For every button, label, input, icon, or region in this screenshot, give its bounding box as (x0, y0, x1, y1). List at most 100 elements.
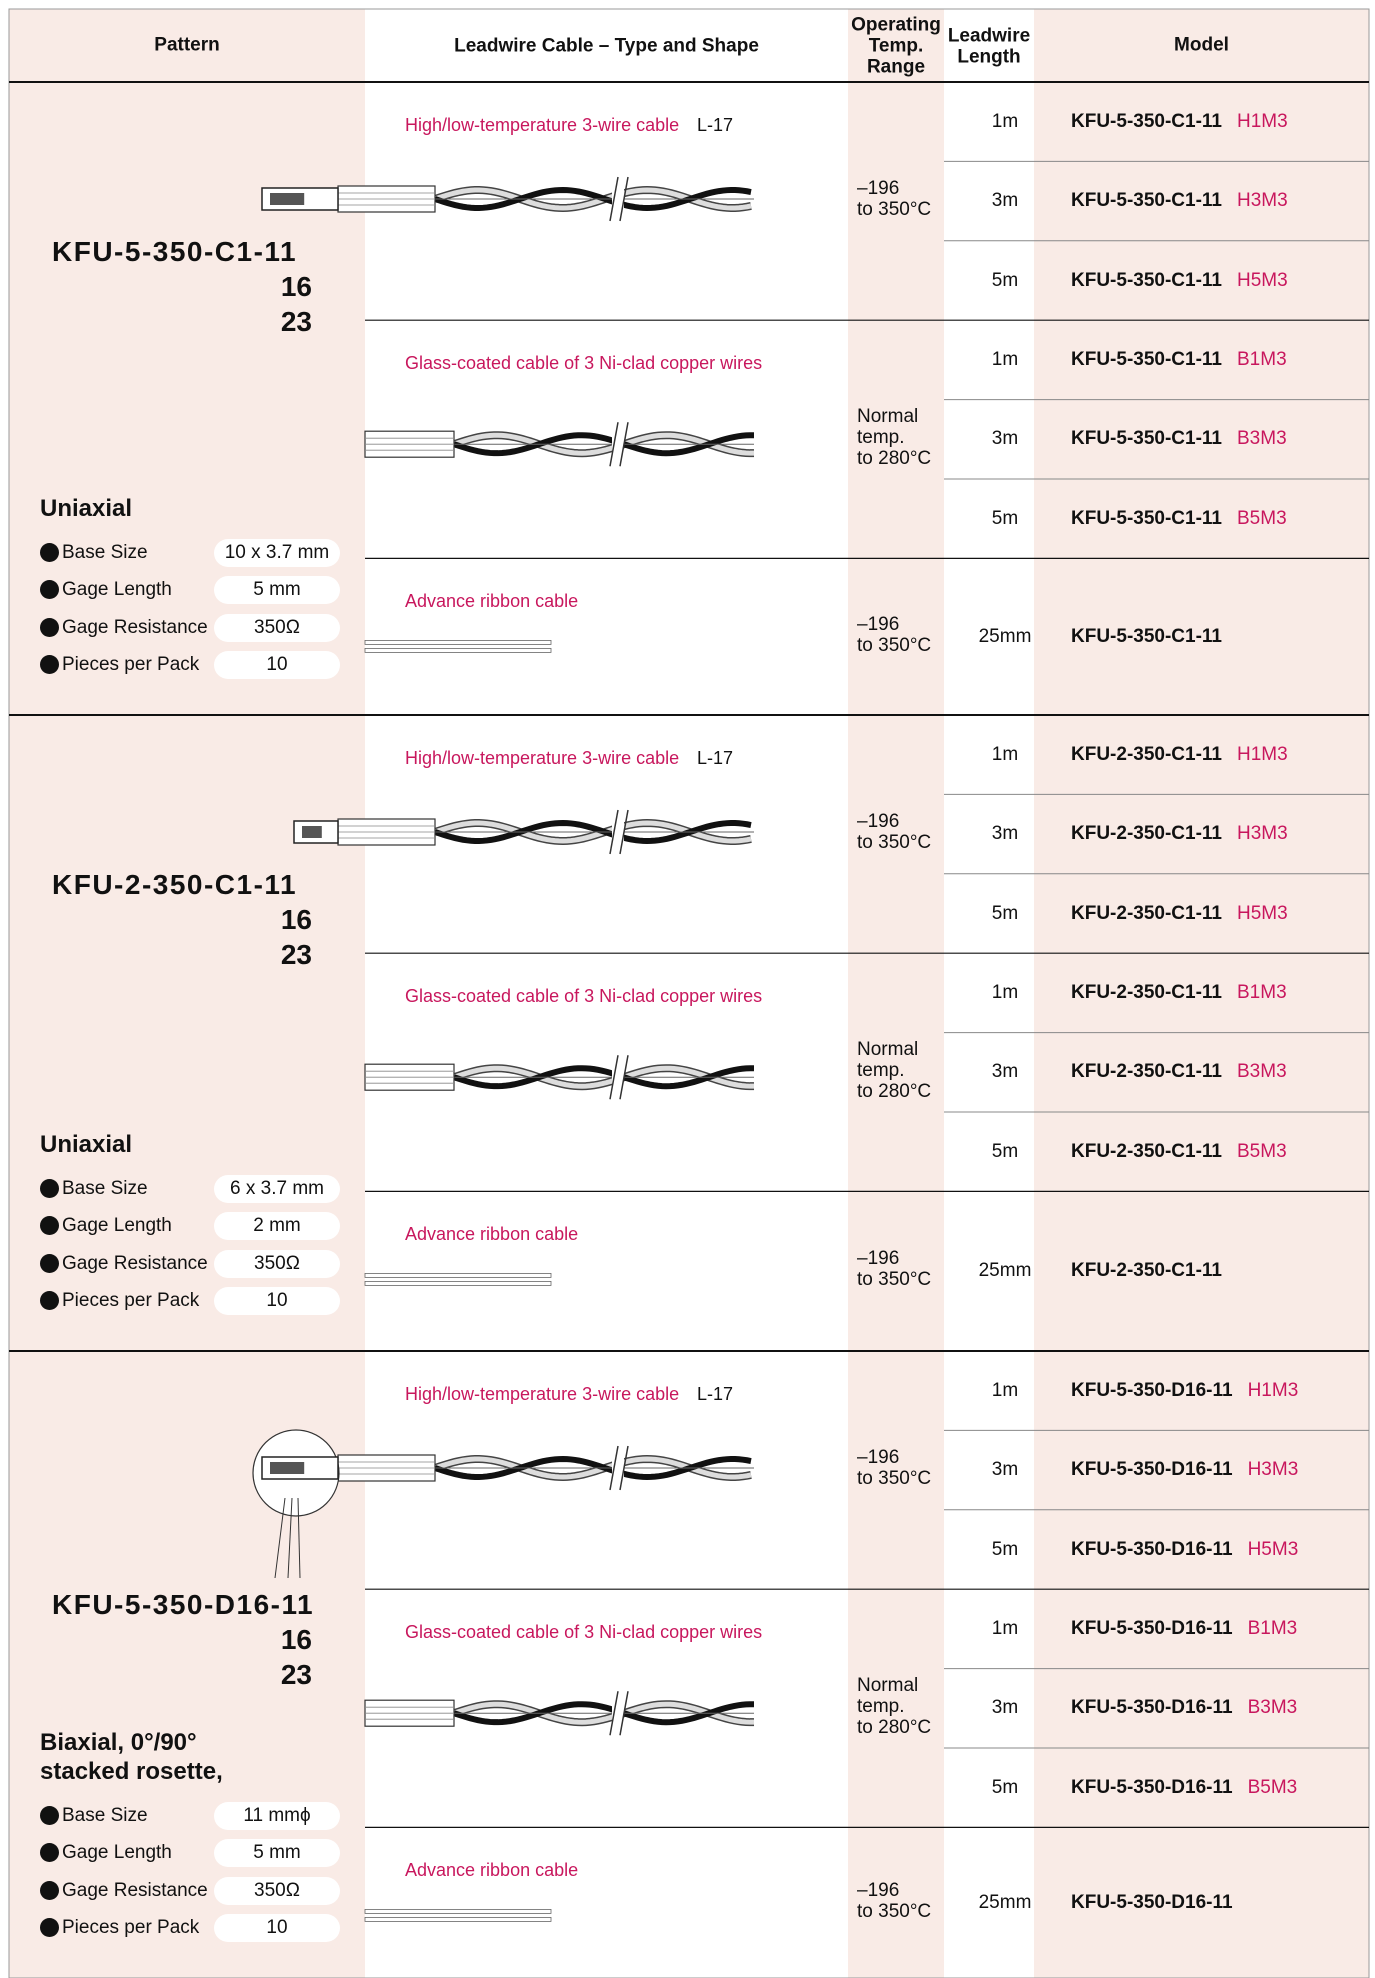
cable-name: Advance ribbon cable (405, 1224, 579, 1245)
temp-range: temp. (857, 1060, 905, 1082)
model-code: KFU-5-350-D16-11 (1071, 1776, 1233, 1798)
model-suffix: B1M3 (1237, 348, 1287, 370)
cable-name: High/low-temperature 3-wire cable (405, 115, 680, 135)
wire (453, 432, 755, 456)
spec-value: 10 (266, 1290, 288, 1311)
break (609, 1445, 619, 1491)
temp-range: –196 (857, 178, 900, 200)
bullet (40, 543, 59, 563)
pattern-model: KFU-2-350-C1-11 (52, 869, 298, 900)
lead-length: 3m (991, 1459, 1019, 1481)
header-temp: Range (866, 56, 926, 78)
wire (434, 820, 752, 844)
column-bg (1034, 9, 1369, 1978)
model-code: KFU-5-350-D16-11 (1071, 1538, 1233, 1560)
temp-range: temp. (857, 1696, 905, 1718)
header-length: Leadwire (947, 25, 1031, 46)
model-suffix: H3M3 (1237, 190, 1288, 212)
break (619, 1445, 629, 1491)
model-code: KFU-5-350-D16-11 (1071, 1891, 1233, 1913)
model-suffix: B3M3 (1247, 1697, 1298, 1719)
temp-range: to 350°C (857, 199, 932, 221)
spec-value: 5 mm (253, 1842, 301, 1864)
ribbon (364, 1281, 552, 1286)
break (609, 176, 619, 222)
wire (434, 1456, 752, 1480)
spec-value: 10 (266, 1917, 288, 1938)
ribbon (364, 640, 552, 645)
temp-range: to 350°C (857, 634, 932, 656)
spec-value: 350Ω (254, 1252, 300, 1274)
lead-length: 5m (991, 1538, 1019, 1560)
cable-name: Glass-coated cable of 3 Ni-clad copper w… (405, 986, 763, 1007)
pattern-suffix: 23 (280, 1659, 312, 1690)
temp-range: –196 (857, 613, 900, 635)
bullet (40, 1179, 59, 1199)
spec-label: Gage Resistance (62, 1252, 208, 1274)
pattern-type: Uniaxial (40, 495, 133, 523)
spec-pill (214, 576, 340, 605)
spec-label: Base Size (62, 1178, 148, 1200)
spec-value: 6 x 3.7 mm (230, 1178, 324, 1200)
model-code: KFU-5-350-C1-11 (1071, 428, 1222, 450)
break-gap (612, 1691, 624, 1736)
pattern-suffix: 23 (280, 306, 312, 337)
break-gap (612, 422, 624, 467)
spec-label: Pieces per Pack (62, 654, 200, 675)
lead-length: 25mm (978, 1260, 1032, 1282)
temp-range: to 350°C (857, 1269, 932, 1291)
bullet (40, 617, 59, 637)
temp-range: to 350°C (857, 1900, 932, 1922)
spec-pill (214, 651, 340, 679)
spec-value: 10 (266, 654, 288, 675)
spec-pill (214, 1914, 340, 1942)
lead-length: 1m (991, 110, 1019, 132)
model-code: KFU-2-350-C1-11 (1071, 1140, 1222, 1162)
spec-pill (214, 539, 340, 568)
spec-label: Pieces per Pack (62, 1917, 200, 1938)
temp-range: Normal (857, 1039, 919, 1061)
model-suffix: B1M3 (1237, 981, 1287, 1003)
wire (453, 1065, 755, 1089)
lead-length: 5m (991, 269, 1019, 291)
model-suffix: B5M3 (1237, 1140, 1287, 1162)
column-bg (944, 9, 1034, 1978)
break (609, 422, 619, 467)
pattern-suffix: 16 (280, 1624, 312, 1655)
model-code: KFU-2-350-C1-11 (1071, 1061, 1222, 1083)
temp-range: –196 (857, 1248, 900, 1270)
break (619, 422, 629, 467)
model-code: KFU-5-350-C1-11 (1071, 507, 1222, 529)
model-suffix: B5M3 (1247, 1776, 1298, 1798)
ribbon (364, 1273, 552, 1278)
ribbon (364, 1917, 552, 1922)
bullet (40, 1253, 59, 1273)
model-suffix: H5M3 (1247, 1538, 1299, 1560)
spec-value: 5 mm (253, 579, 301, 601)
frame (8, 8, 1370, 1978)
break (609, 1691, 619, 1736)
lead-length: 3m (991, 428, 1019, 450)
model-suffix: H3M3 (1237, 823, 1288, 845)
spec-pill (214, 1249, 340, 1278)
lead (287, 1497, 293, 1579)
lead-length: 25mm (978, 625, 1032, 647)
header-cable: Leadwire Cable – Type and Shape (454, 35, 759, 57)
model-code: KFU-5-350-D16-11 (1071, 1459, 1233, 1481)
wire (453, 1701, 755, 1726)
temp-range: Normal (857, 1675, 919, 1697)
column-bg (365, 9, 848, 1978)
bullet (40, 1291, 59, 1310)
wire (453, 1065, 755, 1090)
wire (453, 432, 755, 457)
spec-label: Gage Resistance (62, 1879, 208, 1901)
model-code: KFU-5-350-C1-11 (1071, 110, 1222, 132)
pattern-suffix: 23 (280, 939, 312, 970)
pattern-model: KFU-5-350-D16-11 (52, 1589, 315, 1620)
pattern-type: Biaxial, 0°/90° (40, 1729, 197, 1757)
model-suffix: H5M3 (1237, 269, 1288, 291)
lead-length: 1m (991, 1379, 1019, 1401)
lead-length: 3m (991, 823, 1019, 845)
cable-name: Advance ribbon cable (405, 1860, 579, 1881)
spec-pill (214, 1802, 340, 1831)
